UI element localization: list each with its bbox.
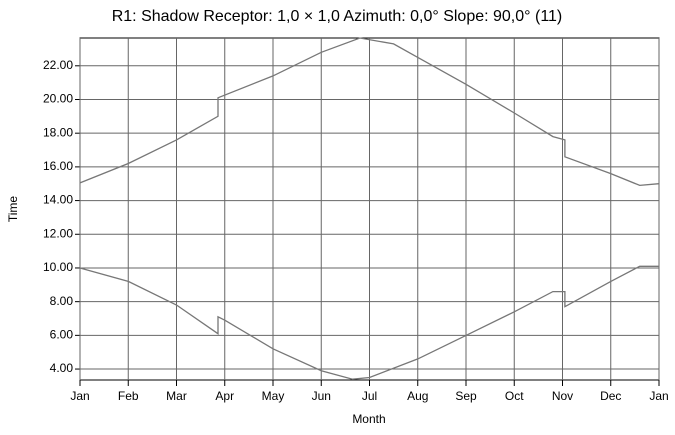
x-tick-label: Feb [118, 389, 139, 403]
x-tick-label: May [262, 389, 285, 403]
y-tick-label: 22.00 [43, 58, 73, 72]
y-tick-label: 6.00 [50, 328, 74, 342]
line-series [79, 37, 660, 187]
x-tick-label: Sep [455, 389, 477, 403]
y-tick-label: 18.00 [43, 125, 73, 139]
y-tick-label: 20.00 [43, 92, 73, 106]
y-tick-label: 14.00 [43, 193, 73, 207]
x-tick-label: Nov [552, 389, 573, 403]
x-tick-label: Mar [166, 389, 187, 403]
x-tick-label: Aug [407, 389, 428, 403]
x-tick-label: Oct [505, 389, 524, 403]
y-tick-label: 16.00 [43, 159, 73, 173]
x-tick-label: Jul [362, 389, 377, 403]
x-tick-label: Jun [312, 389, 331, 403]
x-axis-label: Month [352, 412, 385, 426]
line-series [79, 265, 659, 380]
x-tick-label: Dec [600, 389, 621, 403]
y-tick-label: 10.00 [43, 260, 73, 274]
y-tick-label: 4.00 [50, 361, 74, 375]
y-tick-label: 8.00 [50, 294, 74, 308]
x-tick-label: Jan [649, 389, 668, 403]
chart-title: R1: Shadow Receptor: 1,0 × 1,0 Azimuth: … [112, 8, 563, 25]
y-axis-label: Time [6, 196, 20, 223]
y-tick-label: 12.00 [43, 226, 73, 240]
x-tick-label: Apr [215, 389, 234, 403]
x-tick-label: Jan [70, 389, 89, 403]
